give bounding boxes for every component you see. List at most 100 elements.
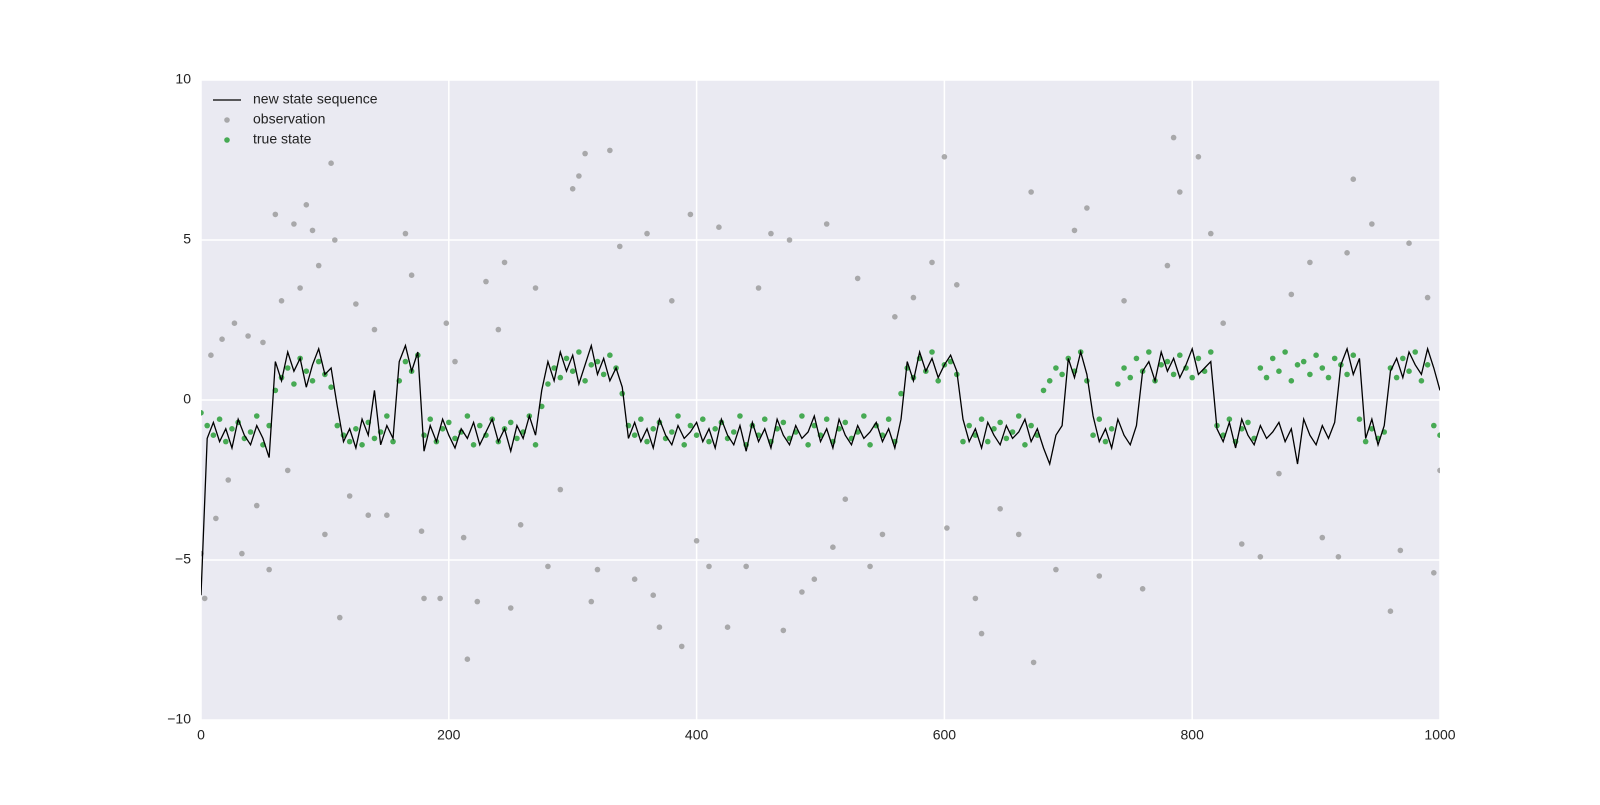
scatter-point xyxy=(446,419,452,426)
scatter-point xyxy=(805,442,811,448)
scatter-point xyxy=(706,563,712,570)
scatter-point xyxy=(1424,294,1431,301)
scatter-point xyxy=(1028,422,1034,429)
scatter-point xyxy=(588,598,595,605)
scatter-point xyxy=(1418,378,1425,384)
scatter-point xyxy=(1257,365,1264,371)
scatter-point xyxy=(229,426,235,432)
scatter-point xyxy=(384,512,390,518)
scatter-point xyxy=(437,595,443,602)
scatter-point xyxy=(786,237,793,243)
scatter-point xyxy=(594,358,601,365)
scatter-point xyxy=(1269,355,1276,362)
scatter-point xyxy=(743,563,749,570)
scatter-point xyxy=(266,566,272,573)
scatter-point xyxy=(1276,368,1282,375)
scatter-point xyxy=(1400,355,1406,362)
scatter-point xyxy=(978,416,985,423)
scatter-point xyxy=(384,413,390,419)
scatter-point xyxy=(225,477,232,483)
scatter-point xyxy=(712,426,718,432)
scatter-point xyxy=(1207,230,1214,237)
scatter-point xyxy=(309,378,316,384)
scatter-point xyxy=(1158,362,1165,368)
scatter-point xyxy=(201,410,204,416)
scatter-point xyxy=(1108,426,1115,432)
scatter-point xyxy=(222,438,229,445)
scatter-point xyxy=(823,221,830,227)
scatter-point xyxy=(910,294,917,301)
scatter-point xyxy=(532,442,539,448)
scatter-point xyxy=(576,349,582,355)
scatter-point xyxy=(867,442,873,448)
scatter-point xyxy=(408,272,415,279)
scatter-point xyxy=(799,413,805,419)
scatter-point xyxy=(1397,547,1404,554)
scatter-point xyxy=(1288,291,1295,298)
scatter-point xyxy=(284,365,291,371)
scatter-point xyxy=(219,336,225,343)
scatter-point xyxy=(1121,298,1127,304)
scatter-point xyxy=(997,506,1003,512)
scatter-point xyxy=(1331,355,1338,362)
scatter-point xyxy=(239,550,245,557)
y-tick-label: −5 xyxy=(175,551,191,567)
scatter-point xyxy=(978,630,985,637)
scatter-point xyxy=(1350,176,1357,182)
scatter-point xyxy=(353,301,359,307)
scatter-point xyxy=(557,486,564,493)
scatter-point xyxy=(245,333,251,339)
scatter-point xyxy=(737,413,743,419)
scatter-point xyxy=(811,576,818,582)
scatter-point xyxy=(402,230,409,237)
scatter-point xyxy=(1238,541,1245,547)
scatter-point xyxy=(687,211,694,218)
scatter-point xyxy=(551,365,557,371)
scatter-point xyxy=(507,419,514,426)
scatter-point xyxy=(1053,365,1059,371)
scatter-point xyxy=(607,352,613,359)
scatter-point xyxy=(1406,240,1412,246)
scatter-point xyxy=(1207,349,1214,355)
scatter-point xyxy=(1090,432,1096,439)
scatter-point xyxy=(464,656,471,662)
legend-label: observation xyxy=(253,111,325,127)
scatter-point xyxy=(365,512,372,518)
plot-layer xyxy=(201,134,1440,666)
y-tick-label: 10 xyxy=(175,71,191,87)
scatter-point xyxy=(1084,205,1090,211)
scatter-point xyxy=(1319,365,1326,371)
scatter-point xyxy=(972,595,979,602)
scatter-point xyxy=(1220,320,1226,327)
scatter-point xyxy=(678,643,685,650)
scatter-point xyxy=(1102,438,1109,445)
scatter-point xyxy=(427,416,434,423)
scatter-point xyxy=(799,589,805,595)
scatter-point xyxy=(1003,435,1010,442)
scatter-point xyxy=(675,413,681,419)
scatter-point xyxy=(1139,586,1146,592)
scatter-point xyxy=(460,534,467,541)
scatter-point xyxy=(706,438,712,445)
scatter-point xyxy=(1282,349,1288,355)
scatter-point xyxy=(885,416,892,423)
scatter-point xyxy=(631,432,638,439)
scatter-point xyxy=(1096,416,1103,423)
scatter-point xyxy=(1437,467,1440,474)
scatter-point xyxy=(213,515,219,522)
scatter-point xyxy=(699,416,706,423)
scatter-point xyxy=(1344,371,1350,378)
legend-label: true state xyxy=(253,131,312,147)
scatter-point xyxy=(1356,416,1363,423)
scatter-point xyxy=(1313,352,1319,359)
scatter-point xyxy=(501,259,508,266)
scatter-point xyxy=(944,525,950,531)
scatter-point xyxy=(452,358,458,365)
scatter-point xyxy=(768,230,774,237)
scatter-point xyxy=(861,413,867,419)
scatter-point xyxy=(204,422,210,429)
scatter-point xyxy=(291,221,297,227)
scatter-point xyxy=(1325,374,1332,381)
scatter-point xyxy=(569,186,576,192)
scatter-point xyxy=(582,378,588,384)
